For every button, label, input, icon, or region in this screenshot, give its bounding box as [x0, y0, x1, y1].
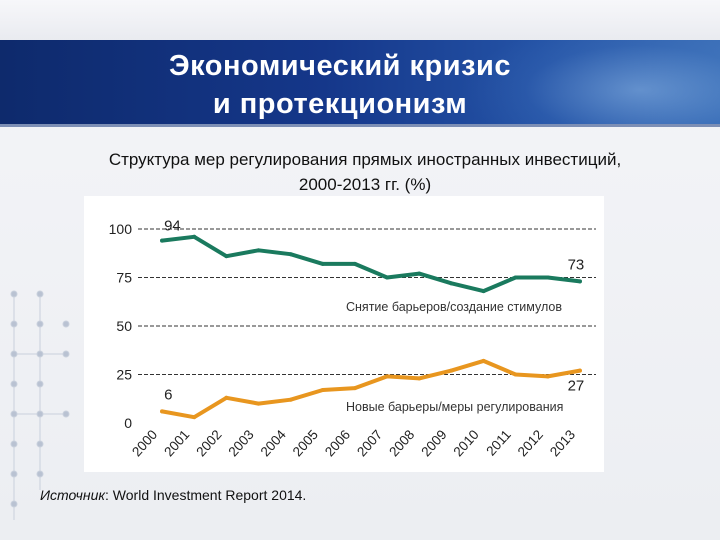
- data-point: [320, 388, 325, 393]
- y-tick-label: 25: [116, 367, 132, 383]
- data-point: [256, 248, 261, 253]
- data-point: [288, 252, 293, 257]
- data-point: [352, 386, 357, 391]
- x-tick-label: 2007: [354, 427, 385, 459]
- chart-caption: Структура мер регулирования прямых иност…: [40, 147, 690, 197]
- x-tick-label: 2009: [418, 427, 449, 459]
- x-tick-label: 2000: [129, 427, 160, 459]
- x-tick-label: 2004: [258, 427, 290, 460]
- x-tick-label: 2003: [225, 427, 256, 459]
- data-point: [545, 275, 550, 280]
- chart-panel: 0 25 50 75 100 2000 2001 2002 2003 2004 2005 2006 2…: [84, 196, 604, 472]
- data-point: [481, 358, 486, 363]
- x-tick-label: 2001: [161, 427, 192, 459]
- slide-title-line1: Экономический кризис: [169, 50, 511, 82]
- data-label-start: 6: [164, 386, 172, 403]
- slide-title-line2: и протекционизм: [212, 88, 468, 120]
- data-point: [256, 401, 261, 406]
- data-point: [385, 374, 390, 379]
- legend-liberalization: Снятие барьеров/создание стимулов: [346, 300, 562, 314]
- data-point: [320, 261, 325, 266]
- title-banner: [0, 40, 720, 126]
- data-point: [417, 271, 422, 276]
- x-tick-label: 2011: [483, 427, 514, 459]
- data-point: [352, 261, 357, 266]
- x-tick-label: 2005: [290, 427, 321, 459]
- banner-divider: [0, 124, 720, 127]
- data-point: [417, 376, 422, 381]
- data-point: [577, 368, 582, 373]
- top-strip: [0, 0, 720, 40]
- data-point: [449, 281, 454, 286]
- data-point: [481, 289, 486, 294]
- x-tick-label: 2010: [450, 427, 481, 459]
- legend-restriction: Новые барьеры/меры регулирования: [346, 400, 563, 414]
- banner-globe-decoration: [460, 40, 720, 126]
- data-point: [513, 372, 518, 377]
- x-tick-label: 2002: [193, 427, 224, 459]
- series-line-2: [160, 358, 582, 420]
- slide-title: Экономический кризис и протекционизм: [130, 47, 550, 123]
- data-point: [449, 368, 454, 373]
- source-note: Источник: World Investment Report 2014.: [40, 487, 306, 503]
- data-label-end: 27: [568, 378, 585, 395]
- decorative-dot-grid: [10, 290, 70, 520]
- data-label-end: 73: [568, 256, 585, 273]
- x-tick-label: 2012: [515, 427, 546, 459]
- data-point: [577, 279, 582, 284]
- source-text: : World Investment Report 2014.: [105, 487, 307, 503]
- data-point: [192, 415, 197, 420]
- data-label-start: 94: [164, 218, 181, 235]
- series-line-1: [160, 234, 582, 294]
- data-point: [224, 395, 229, 400]
- x-tick-label: 2013: [547, 427, 578, 459]
- data-point: [160, 238, 165, 243]
- data-point: [160, 409, 165, 414]
- data-point: [513, 275, 518, 280]
- x-tick-label: 2008: [386, 427, 417, 459]
- chart-caption-line1: Структура мер регулирования прямых иност…: [108, 150, 622, 169]
- y-tick-label: 50: [116, 318, 132, 334]
- y-tick-label: 100: [109, 221, 133, 237]
- data-point: [385, 275, 390, 280]
- data-point: [192, 234, 197, 239]
- y-tick-label: 0: [124, 415, 132, 431]
- x-tick-label: 2006: [322, 427, 353, 459]
- data-point: [224, 254, 229, 259]
- chart-caption-line2: 2000-2013 гг. (%): [298, 175, 432, 194]
- y-tick-label: 75: [116, 270, 132, 286]
- data-point: [288, 397, 293, 402]
- data-point: [545, 374, 550, 379]
- source-label: Источник: [40, 487, 106, 503]
